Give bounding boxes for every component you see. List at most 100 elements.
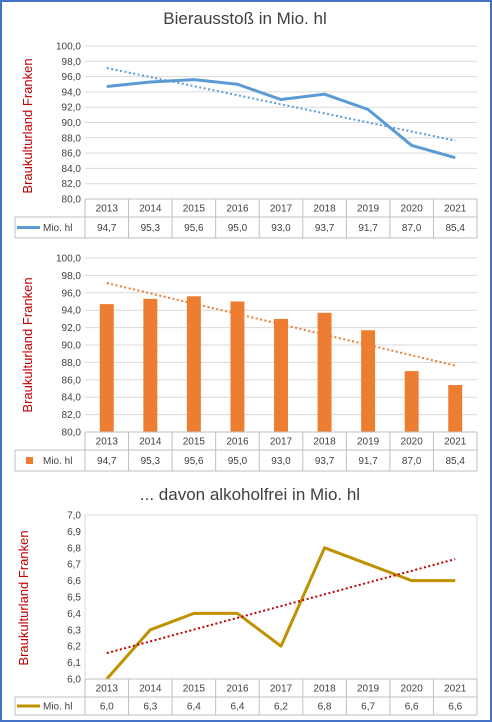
x-tick-label: 2020 <box>401 684 424 695</box>
x-tick-label: 2016 <box>226 204 249 215</box>
x-tick-label: 2015 <box>183 437 206 448</box>
data-label: 95,0 <box>228 456 248 467</box>
bar <box>99 304 114 432</box>
data-label: 6,0 <box>100 702 114 713</box>
y-tick-label: 6,8 <box>67 543 81 554</box>
x-tick-label: 2021 <box>444 684 467 695</box>
x-tick-label: 2014 <box>139 437 162 448</box>
bar <box>186 296 201 432</box>
bar <box>143 298 158 432</box>
data-label: 6,3 <box>143 702 157 713</box>
x-tick-label: 2016 <box>226 437 249 448</box>
y-tick-label: 88,0 <box>62 133 82 144</box>
trendline <box>106 558 456 655</box>
chart-title: Bierausstoß in Mio. hl <box>163 9 326 28</box>
data-label: 93,7 <box>315 456 335 467</box>
chart-title: ... davon alkoholfrei in Mio. hl <box>140 485 360 504</box>
y-tick-label: 6,1 <box>67 658 81 669</box>
legend-key <box>26 457 33 464</box>
data-label: 95,3 <box>141 223 161 234</box>
bar <box>404 371 419 432</box>
y-tick-label: 100,0 <box>56 42 81 53</box>
data-label: 93,0 <box>271 223 291 234</box>
y-tick-label: 86,0 <box>62 375 82 386</box>
data-label: 85,4 <box>445 223 465 234</box>
x-tick-label: 2019 <box>357 437 380 448</box>
x-tick-label: 2019 <box>357 684 380 695</box>
trendline <box>106 67 456 142</box>
y-tick-label: 90,0 <box>62 118 82 129</box>
x-tick-label: 2013 <box>96 437 119 448</box>
data-label: 6,6 <box>448 702 462 713</box>
y-tick-label: 84,0 <box>62 164 82 175</box>
x-tick-label: 2020 <box>401 437 424 448</box>
x-tick-label: 2017 <box>270 684 293 695</box>
y-tick-label: 98,0 <box>62 57 82 68</box>
data-label: 95,3 <box>141 456 161 467</box>
data-label: 91,7 <box>358 456 378 467</box>
y-tick-label: 86,0 <box>62 149 82 160</box>
y-tick-label: 80,0 <box>62 195 82 206</box>
series-line <box>105 546 456 680</box>
data-label: 94,7 <box>97 456 117 467</box>
data-label: 6,4 <box>230 702 244 713</box>
data-label: 6,2 <box>274 702 288 713</box>
x-tick-label: 2021 <box>444 437 467 448</box>
x-tick-label: 2013 <box>96 204 119 215</box>
bar <box>317 312 332 432</box>
x-tick-label: 2018 <box>313 204 336 215</box>
y-tick-label: 94,0 <box>62 306 82 317</box>
data-label: 95,0 <box>228 223 248 234</box>
x-tick-label: 2014 <box>139 684 162 695</box>
x-tick-label: 2019 <box>357 204 380 215</box>
y-axis-label: Braukulturland Franken <box>20 277 35 412</box>
y-tick-label: 6,6 <box>67 576 81 587</box>
data-label: 95,6 <box>184 223 204 234</box>
y-tick-label: 88,0 <box>62 358 82 369</box>
y-tick-label: 82,0 <box>62 410 82 421</box>
data-label: 91,7 <box>358 223 378 234</box>
x-tick-label: 2020 <box>401 204 424 215</box>
y-tick-label: 96,0 <box>62 288 82 299</box>
y-axis-label: Braukulturland Franken <box>16 530 31 665</box>
x-tick-label: 2014 <box>139 204 162 215</box>
data-label: 6,6 <box>405 702 419 713</box>
chart-bierausstoss-line: Bierausstoß in Mio. hl Braukulturland Fr… <box>14 9 478 239</box>
y-tick-label: 90,0 <box>62 341 82 352</box>
x-tick-label: 2015 <box>183 684 206 695</box>
x-tick-label: 2017 <box>270 204 293 215</box>
x-tick-label: 2013 <box>96 684 119 695</box>
x-tick-label: 2021 <box>444 204 467 215</box>
y-tick-label: 6,2 <box>67 642 81 653</box>
y-tick-label: 6,9 <box>67 527 81 538</box>
data-label: 6,7 <box>361 702 375 713</box>
y-tick-label: 6,3 <box>67 625 81 636</box>
series-line <box>106 78 456 160</box>
x-tick-label: 2018 <box>313 684 336 695</box>
y-tick-label: 82,0 <box>62 179 82 190</box>
legend-label: Mio. hl <box>43 223 72 234</box>
data-label: 95,6 <box>184 456 204 467</box>
legend-label: Mio. hl <box>43 702 72 713</box>
data-label: 6,4 <box>187 702 201 713</box>
y-tick-label: 94,0 <box>62 87 82 98</box>
y-tick-label: 96,0 <box>62 72 82 83</box>
bar <box>274 318 288 432</box>
y-tick-label: 6,4 <box>67 609 81 620</box>
y-tick-label: 7,0 <box>67 511 81 522</box>
data-label: 93,7 <box>315 223 335 234</box>
y-tick-label: 92,0 <box>62 103 82 114</box>
data-label: 85,4 <box>445 456 465 467</box>
bar <box>448 385 463 432</box>
data-label: 87,0 <box>402 456 422 467</box>
x-tick-label: 2017 <box>270 437 293 448</box>
data-label: 94,7 <box>97 223 117 234</box>
y-tick-label: 6,0 <box>67 675 81 686</box>
chart-bierausstoss-bar: Braukulturland Franken 100,0 98,0 96,0 94,0… <box>14 254 478 472</box>
x-tick-label: 2015 <box>183 204 206 215</box>
data-label: 6,8 <box>318 702 332 713</box>
y-tick-label: 6,7 <box>67 560 81 571</box>
chart-alkoholfrei-line: ... davon alkoholfrei in Mio. hl Braukul… <box>14 485 478 716</box>
data-label: 87,0 <box>402 223 422 234</box>
